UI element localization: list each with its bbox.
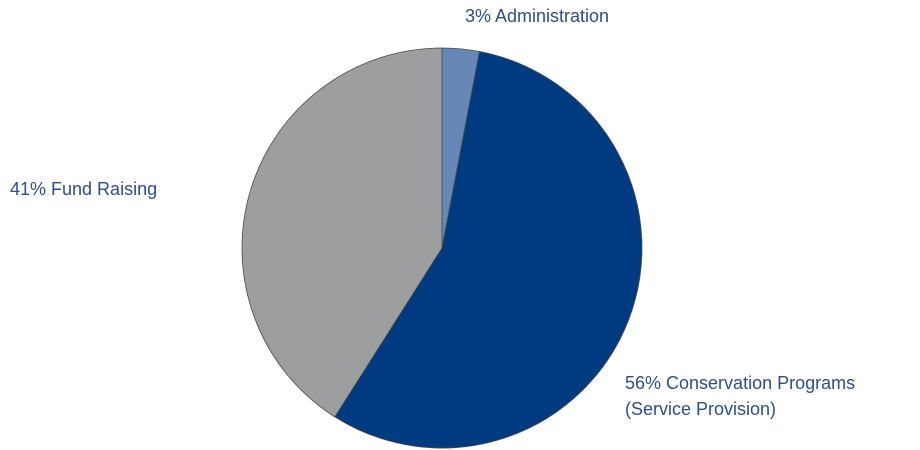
label-line: 3% Administration (465, 6, 609, 26)
label-line: (Service Provision) (625, 399, 776, 419)
slice-conservation-programs (334, 51, 643, 449)
pie-slices (241, 47, 643, 449)
label-line: 41% Fund Raising (10, 179, 157, 199)
label-fund-raising: 41% Fund Raising (10, 179, 157, 199)
label-administration: 3% Administration (465, 6, 609, 26)
label-line: 56% Conservation Programs (625, 373, 855, 393)
label-conservation-programs: 56% Conservation Programs (Service Provis… (625, 373, 855, 419)
pie-labels: 3% Administration 56% Conservation Progra… (10, 6, 855, 419)
slice-fund-raising (241, 47, 443, 418)
